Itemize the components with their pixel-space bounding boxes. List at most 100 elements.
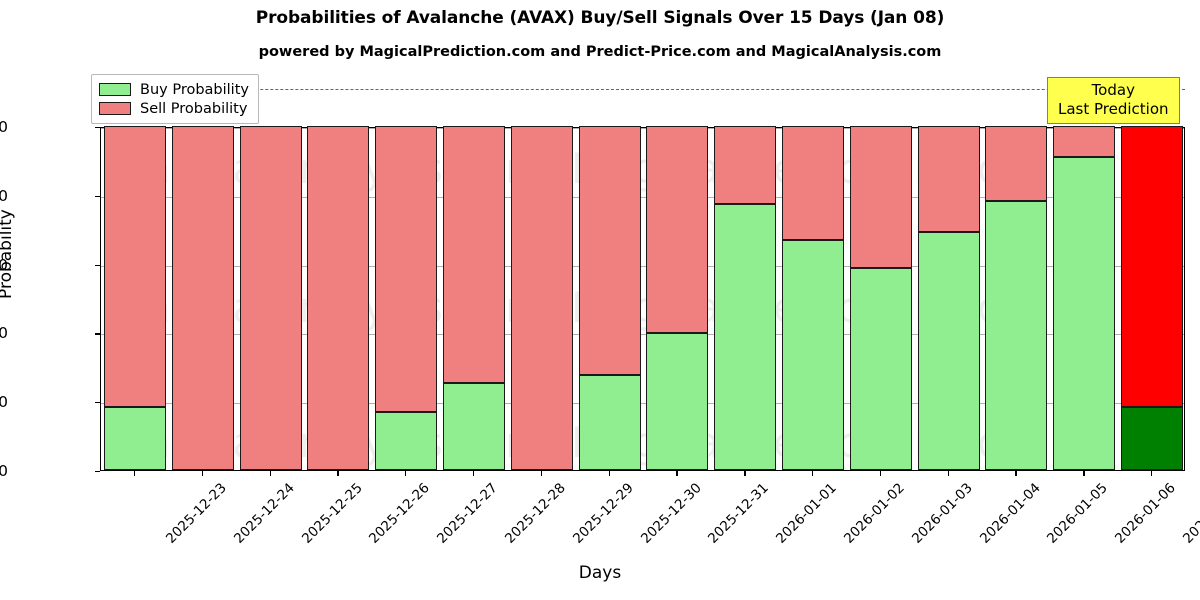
x-axis-tick-mark xyxy=(1083,471,1085,476)
bar-segment-buy[interactable] xyxy=(442,383,505,470)
y-axis-tick-mark xyxy=(95,333,100,335)
x-axis-label: Days xyxy=(578,563,622,583)
today-annotation-line1: Today xyxy=(1091,81,1135,99)
y-axis-tick-mark xyxy=(95,402,100,404)
x-axis-tick-mark xyxy=(608,471,610,476)
x-axis-tick-mark xyxy=(269,471,271,476)
bar-segment-sell[interactable] xyxy=(307,126,370,470)
y-axis-tick-mark xyxy=(95,195,100,198)
y-axis-tick-label: 40 xyxy=(0,324,8,343)
page-title: Probabilities of Avalanche (AVAX) Buy/Se… xyxy=(255,8,945,28)
bar-group[interactable] xyxy=(782,126,845,470)
bar-segment-sell[interactable] xyxy=(782,126,845,240)
bar-group[interactable] xyxy=(510,126,573,470)
bar-segment-sell[interactable] xyxy=(442,126,505,384)
bar-group[interactable] xyxy=(307,126,370,470)
x-axis-tick-label: 2025-12-29 xyxy=(569,480,637,547)
y-axis-tick-label: 80 xyxy=(0,186,8,205)
x-axis-tick-label: 2026-01-05 xyxy=(1044,480,1112,547)
y-axis-tick-label: 100 xyxy=(0,118,8,136)
x-axis-tick-label: 2025-12-26 xyxy=(366,480,434,547)
y-axis-tick-mark xyxy=(95,264,100,266)
x-axis-tick-mark xyxy=(812,471,814,476)
gridline-horizontal xyxy=(101,265,1184,267)
bar-group[interactable] xyxy=(849,126,912,470)
gridline-horizontal xyxy=(101,334,1184,336)
y-axis-tick-mark xyxy=(95,471,100,473)
x-axis-tick-label: 2026-01-03 xyxy=(908,480,976,547)
legend-swatch-sell-icon xyxy=(99,102,131,115)
bar-segment-buy[interactable] xyxy=(646,333,709,470)
x-axis-tick-label: 2026-01-04 xyxy=(976,480,1044,547)
x-axis-tick-mark xyxy=(744,471,746,476)
chart-subtitle: powered by MagicalPrediction.com and Pre… xyxy=(258,44,942,60)
x-axis-tick-mark xyxy=(879,471,882,476)
legend-item-sell: Sell Probability xyxy=(99,99,249,118)
bar-segment-sell[interactable] xyxy=(171,126,234,470)
x-axis-tick-mark xyxy=(1015,471,1017,476)
bar-segment-sell[interactable] xyxy=(578,126,641,376)
bar-segment-buy[interactable] xyxy=(103,407,166,470)
bar-group[interactable] xyxy=(714,126,777,470)
bar-segment-buy[interactable] xyxy=(985,200,1048,470)
bar-group[interactable] xyxy=(375,126,438,470)
legend-label-sell: Sell Probability xyxy=(140,100,248,117)
bar-segment-buy[interactable] xyxy=(1053,157,1116,470)
today-annotation-line2: Last Prediction xyxy=(1058,99,1169,118)
plot-inner: MagicalAnalysis.comMagicalPrediction.com… xyxy=(101,126,1184,470)
x-axis-tick-mark xyxy=(472,471,475,476)
x-axis-tick-mark xyxy=(676,471,678,476)
bar-segment-sell[interactable] xyxy=(849,126,912,269)
bar-segment-buy[interactable] xyxy=(917,231,980,470)
x-axis-tick-label: 2026-01-02 xyxy=(841,480,908,547)
bar-group[interactable] xyxy=(578,126,641,470)
bar-segment-buy[interactable] xyxy=(375,411,438,470)
x-axis-tick-mark xyxy=(947,471,949,476)
gridline-horizontal xyxy=(101,403,1184,405)
bar-group[interactable] xyxy=(442,126,505,470)
bar-segment-buy[interactable] xyxy=(782,239,845,470)
bar-group[interactable] xyxy=(171,126,234,470)
x-axis-tick-label: 2025-12-27 xyxy=(434,480,501,547)
bar-segment-sell[interactable] xyxy=(646,126,709,334)
chart-legend: Buy Probability Sell Probability xyxy=(91,74,259,124)
bar-group[interactable] xyxy=(646,126,709,470)
bar-segment-sell[interactable] xyxy=(1121,126,1184,408)
bar-segment-sell[interactable] xyxy=(510,126,573,470)
bar-group[interactable] xyxy=(985,126,1048,470)
bar-segment-sell[interactable] xyxy=(985,126,1048,201)
bar-segment-sell[interactable] xyxy=(1053,126,1116,158)
x-axis-tick-label: 2025-12-28 xyxy=(501,480,569,547)
bar-group[interactable] xyxy=(239,126,302,470)
bar-segment-sell[interactable] xyxy=(239,126,302,470)
bar-segment-buy[interactable] xyxy=(1121,407,1184,470)
today-annotation-box: Today Last Prediction xyxy=(1047,77,1180,124)
y-axis-tick-mark xyxy=(95,127,100,129)
bar-segment-sell[interactable] xyxy=(917,126,980,232)
bar-segment-sell[interactable] xyxy=(375,126,438,412)
bar-segment-buy[interactable] xyxy=(849,268,912,470)
legend-swatch-buy-icon xyxy=(99,83,131,96)
x-axis-tick-label: 2026-01-01 xyxy=(773,480,841,547)
x-axis-tick-label: 2025-12-25 xyxy=(298,480,366,547)
x-axis-tick-label: 2025-12-31 xyxy=(705,480,773,547)
x-axis-tick-label: 2026-01-06 xyxy=(1112,480,1180,547)
y-axis-tick-label: 0 xyxy=(0,462,8,480)
x-axis-tick-mark xyxy=(133,471,136,476)
plot-area: MagicalAnalysis.comMagicalPrediction.com… xyxy=(100,126,1185,471)
bar-group[interactable] xyxy=(103,126,166,470)
bar-segment-sell[interactable] xyxy=(103,126,166,408)
x-axis-tick-label: 2025-12-30 xyxy=(637,480,705,547)
legend-item-buy: Buy Probability xyxy=(99,80,249,99)
bar-segment-buy[interactable] xyxy=(578,375,641,470)
bar-today[interactable] xyxy=(1121,126,1184,470)
legend-label-buy: Buy Probability xyxy=(140,81,249,98)
x-axis-tick-mark xyxy=(201,471,204,476)
x-axis-tick-label: 2026-01-07 xyxy=(1180,480,1200,547)
bar-group[interactable] xyxy=(917,126,980,470)
x-axis-tick-label: 2025-12-24 xyxy=(230,480,298,547)
bar-segment-sell[interactable] xyxy=(714,126,777,204)
bar-segment-buy[interactable] xyxy=(714,203,777,470)
bar-group[interactable] xyxy=(1053,126,1116,470)
